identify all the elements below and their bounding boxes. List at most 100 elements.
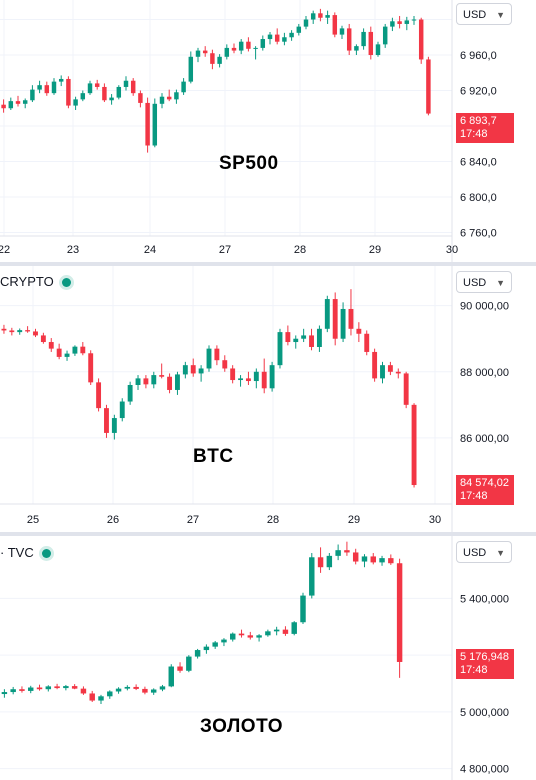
candle xyxy=(387,361,393,376)
candle-body xyxy=(372,351,378,379)
candle-body xyxy=(411,404,417,486)
candle-body xyxy=(379,558,385,563)
sp500-candlestick-chart[interactable]: 7 000,06 960,06 920,06 880,06 840,06 800… xyxy=(0,0,536,262)
candle xyxy=(186,655,192,673)
candle-body xyxy=(324,299,330,329)
candle-body xyxy=(404,20,410,24)
candle xyxy=(133,684,139,691)
sp500-chart-panel[interactable]: 7 000,06 960,06 920,06 880,06 840,06 800… xyxy=(0,0,536,262)
last-time: 17:48 xyxy=(460,128,488,140)
candle-body xyxy=(72,346,78,354)
candle xyxy=(135,375,141,390)
candle xyxy=(51,78,57,95)
candle xyxy=(64,350,70,361)
currency-label: USD xyxy=(463,277,487,289)
candle xyxy=(396,558,403,678)
candle xyxy=(107,690,113,699)
candle-body xyxy=(309,557,315,596)
candle-body xyxy=(202,50,208,54)
candle-body xyxy=(203,646,210,651)
last-price-tag: 84 574,02 17:48 xyxy=(456,475,514,505)
candle-body xyxy=(151,375,157,385)
candle xyxy=(145,97,150,153)
candle xyxy=(296,23,302,36)
candle-body xyxy=(66,78,71,106)
last-price: 5 176,948 xyxy=(460,651,509,663)
candle xyxy=(372,348,378,382)
candle xyxy=(142,686,148,695)
candle-body xyxy=(181,81,186,93)
candle-body xyxy=(289,32,294,38)
candle xyxy=(273,626,280,636)
candle xyxy=(182,361,188,379)
candle-body xyxy=(210,53,215,64)
currency-selector[interactable]: USD ▼ xyxy=(456,541,512,563)
y-tick-label: 90 000,00 xyxy=(460,301,509,313)
candle xyxy=(56,343,62,360)
candle-body xyxy=(58,78,64,82)
candle-body xyxy=(15,101,21,104)
candle-body xyxy=(303,19,309,27)
candle-body xyxy=(291,622,297,634)
currency-selector[interactable]: USD ▼ xyxy=(456,3,512,25)
candle-body xyxy=(133,686,139,689)
candle-body xyxy=(159,96,165,104)
candle xyxy=(217,54,222,68)
y-tick-label: 6 760,0 xyxy=(460,227,497,239)
chart-title: BTC xyxy=(193,446,234,467)
candle xyxy=(291,621,297,636)
candle xyxy=(45,685,52,692)
x-tick-label: 23 xyxy=(67,244,79,256)
candle-body xyxy=(269,365,275,389)
candle-body xyxy=(277,332,283,366)
candle-body xyxy=(98,696,104,701)
candle-body xyxy=(48,342,54,349)
candle xyxy=(411,15,417,25)
symbol-text: CRYPTO xyxy=(0,274,54,289)
candle xyxy=(80,342,86,356)
candle-body xyxy=(348,308,354,329)
candle xyxy=(368,26,374,60)
candle xyxy=(72,345,78,356)
candle xyxy=(310,10,316,24)
x-tick-label: 28 xyxy=(294,244,306,256)
candle-body xyxy=(300,595,306,623)
candle xyxy=(206,345,212,372)
candle-body xyxy=(296,26,302,33)
candle-body xyxy=(332,299,338,339)
chart-title: SP500 xyxy=(219,153,279,174)
candle xyxy=(175,371,180,395)
candle xyxy=(267,31,273,45)
candle xyxy=(127,381,133,405)
candle-body xyxy=(168,666,174,687)
btc-candlestick-chart[interactable]: 90 000,00 88 000,00 86 000,00 25 26 27 28 29 30 xyxy=(0,266,536,532)
candle xyxy=(300,592,306,624)
candle xyxy=(174,89,179,104)
candle xyxy=(54,683,60,690)
candle xyxy=(143,375,149,389)
candle xyxy=(309,328,314,351)
candle-body xyxy=(115,688,122,692)
candle-body xyxy=(89,693,95,701)
candle-body xyxy=(135,378,141,385)
candle xyxy=(260,35,266,51)
candle-body xyxy=(8,101,14,109)
candle-body xyxy=(231,47,237,51)
candle xyxy=(190,358,196,377)
candle xyxy=(253,46,258,60)
candle-body xyxy=(261,371,267,389)
candle-body xyxy=(316,328,322,347)
candle xyxy=(25,326,31,333)
candle-body xyxy=(382,26,388,45)
btc-chart-panel[interactable]: 90 000,00 88 000,00 86 000,00 25 26 27 28 29 30 … xyxy=(0,266,536,532)
last-price-tag: 6 893,7 17:48 xyxy=(456,113,514,143)
candle xyxy=(301,328,307,343)
market-status-icon xyxy=(41,549,51,558)
candle xyxy=(346,23,352,56)
candle xyxy=(212,640,218,649)
candle-body xyxy=(19,689,25,691)
candle xyxy=(58,75,64,87)
candle xyxy=(364,330,370,356)
currency-selector[interactable]: USD ▼ xyxy=(456,271,512,293)
